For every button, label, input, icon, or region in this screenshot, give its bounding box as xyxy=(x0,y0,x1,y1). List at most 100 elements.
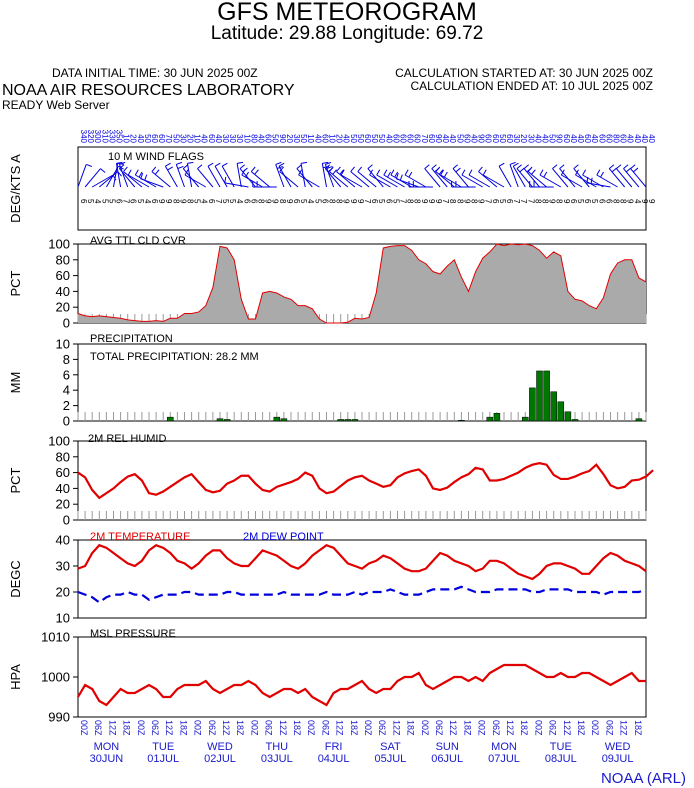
x-hour-label: 12Z xyxy=(562,720,572,736)
x-hour-label: 06Z xyxy=(264,720,274,736)
wind-direction-label: 40 xyxy=(441,134,450,143)
wind-barb-flag xyxy=(539,169,544,176)
wind-direction-label: 40 xyxy=(569,134,578,143)
wind-speed-label: 8 xyxy=(413,199,422,204)
wind-panel-title: 10 M WIND FLAGS xyxy=(108,151,204,163)
wind-barb-staff xyxy=(224,182,249,188)
wind-barb-flag xyxy=(438,169,444,175)
x-day-name: THU xyxy=(265,741,288,753)
wind-direction-label: 40 xyxy=(590,134,599,143)
wind-barb-flag xyxy=(336,166,341,172)
wind-direction-label: 350 xyxy=(115,130,124,144)
wind-direction-label: 50 xyxy=(299,134,308,143)
precip-bar xyxy=(571,419,579,422)
wind-direction-label: 40 xyxy=(384,134,393,143)
wind-barb-staff xyxy=(376,174,398,188)
wind-direction-label: 90 xyxy=(477,134,486,143)
wind-barb-flag xyxy=(350,166,355,172)
wind-speed-label: 4 xyxy=(200,199,209,204)
x-day-date: 01JUL xyxy=(147,753,179,765)
wind-barb-staff xyxy=(461,174,483,188)
wind-barb-staff xyxy=(498,165,512,188)
wind-speed-label: 9 xyxy=(285,199,294,204)
x-hour-label: 18Z xyxy=(406,720,416,736)
wind-speed-label: 8 xyxy=(541,199,550,204)
wind-barb-flag xyxy=(390,169,395,176)
wind-direction-label: 50 xyxy=(498,134,507,143)
wind-speed-label: 9 xyxy=(271,199,280,204)
wind-speed-label: 5 xyxy=(221,199,230,204)
wind-speed-label: 4 xyxy=(306,199,315,204)
wind-barb-staff xyxy=(340,174,363,188)
pressure-panel-frame xyxy=(77,636,647,718)
temperature-line xyxy=(77,543,647,581)
wind-barb-flag xyxy=(575,169,579,176)
wind-barb-flag xyxy=(154,169,160,175)
wind-barb-staff xyxy=(512,165,526,188)
wind-direction-label: 320 xyxy=(86,130,95,144)
wind-speed-label: 7 xyxy=(441,199,450,204)
wind-barb-flag xyxy=(144,174,148,181)
wind-barb-staff xyxy=(431,168,448,188)
x-hour-label: 12Z xyxy=(619,720,629,736)
wind-barb-flag xyxy=(616,164,622,169)
wind-direction-label: 60 xyxy=(583,134,592,143)
wind-direction-label: 40 xyxy=(214,134,223,143)
wind-barb-flag xyxy=(112,174,117,181)
wind-speed-label: 6 xyxy=(384,199,393,204)
wind-direction-label: 30 xyxy=(221,134,230,143)
pressure-ytick-label: 1010 xyxy=(41,630,70,645)
wind-direction-label: 60 xyxy=(363,134,372,143)
wind-speed-label: 8 xyxy=(455,199,464,204)
wind-barb-staff xyxy=(296,168,313,188)
rh-line xyxy=(77,461,654,500)
precip-panel-title: PRECIPITATION xyxy=(90,333,173,345)
wind-speed-label: 9 xyxy=(356,199,365,204)
wind-barb-staff xyxy=(115,163,122,188)
wind-direction-label: 90 xyxy=(434,134,443,143)
wind-direction-label: 30 xyxy=(512,134,521,143)
wind-speed-label: 5 xyxy=(498,199,507,204)
wind-speed-label: 9 xyxy=(178,199,187,204)
wind-direction-label: 50 xyxy=(171,134,180,143)
wind-barb-flag xyxy=(279,166,284,172)
wind-barb-flag xyxy=(167,166,174,171)
wind-barb-flag xyxy=(560,169,565,176)
x-hour-label: 00Z xyxy=(306,720,316,736)
wind-direction-label: 60 xyxy=(207,134,216,143)
wind-direction-label: 10 xyxy=(306,134,315,143)
wind-speed-label: 9 xyxy=(427,199,436,204)
footer-credit: NOAA (ARL) xyxy=(600,770,686,787)
wind-barb-staff xyxy=(184,174,207,188)
x-hour-label: 18Z xyxy=(292,720,302,736)
wind-speed-label: 5 xyxy=(193,199,202,204)
wind-barb-flag xyxy=(116,161,123,164)
rh-ytick-label: 60 xyxy=(56,465,70,480)
wind-speed-label: 8 xyxy=(448,199,457,204)
wind-barb-flag xyxy=(523,164,529,169)
temp-ytick-label: 10 xyxy=(56,611,70,626)
x-hour-label: 18Z xyxy=(178,720,188,736)
wind-barb-flag xyxy=(224,176,227,183)
x-hour-label: 12Z xyxy=(107,720,117,736)
x-hour-label: 00Z xyxy=(363,720,373,736)
wind-barb-staff xyxy=(440,174,462,188)
wind-barb-staff xyxy=(478,171,498,188)
wind-speed-label: 5 xyxy=(576,199,585,204)
x-hour-label: 00Z xyxy=(249,720,259,736)
wind-direction-label: 60 xyxy=(462,134,471,143)
wind-direction-label: 10 xyxy=(328,134,337,143)
x-hour-label: 06Z xyxy=(434,720,444,736)
wind-barb-flag xyxy=(119,161,126,165)
wind-direction-label: 30 xyxy=(292,134,301,143)
wind-barb-flag xyxy=(376,169,381,176)
precip-bar xyxy=(273,416,281,422)
rh-ytick-label: 0 xyxy=(63,513,70,528)
wind-barb-flag xyxy=(498,162,505,167)
wind-direction-label: 30 xyxy=(228,134,237,143)
wind-speed-label: 8 xyxy=(328,199,337,204)
wind-speed-label: 6 xyxy=(597,199,606,204)
wind-barb-flag xyxy=(625,167,632,173)
wind-direction-label: 40 xyxy=(200,134,209,143)
wind-barb-flag xyxy=(221,162,228,167)
